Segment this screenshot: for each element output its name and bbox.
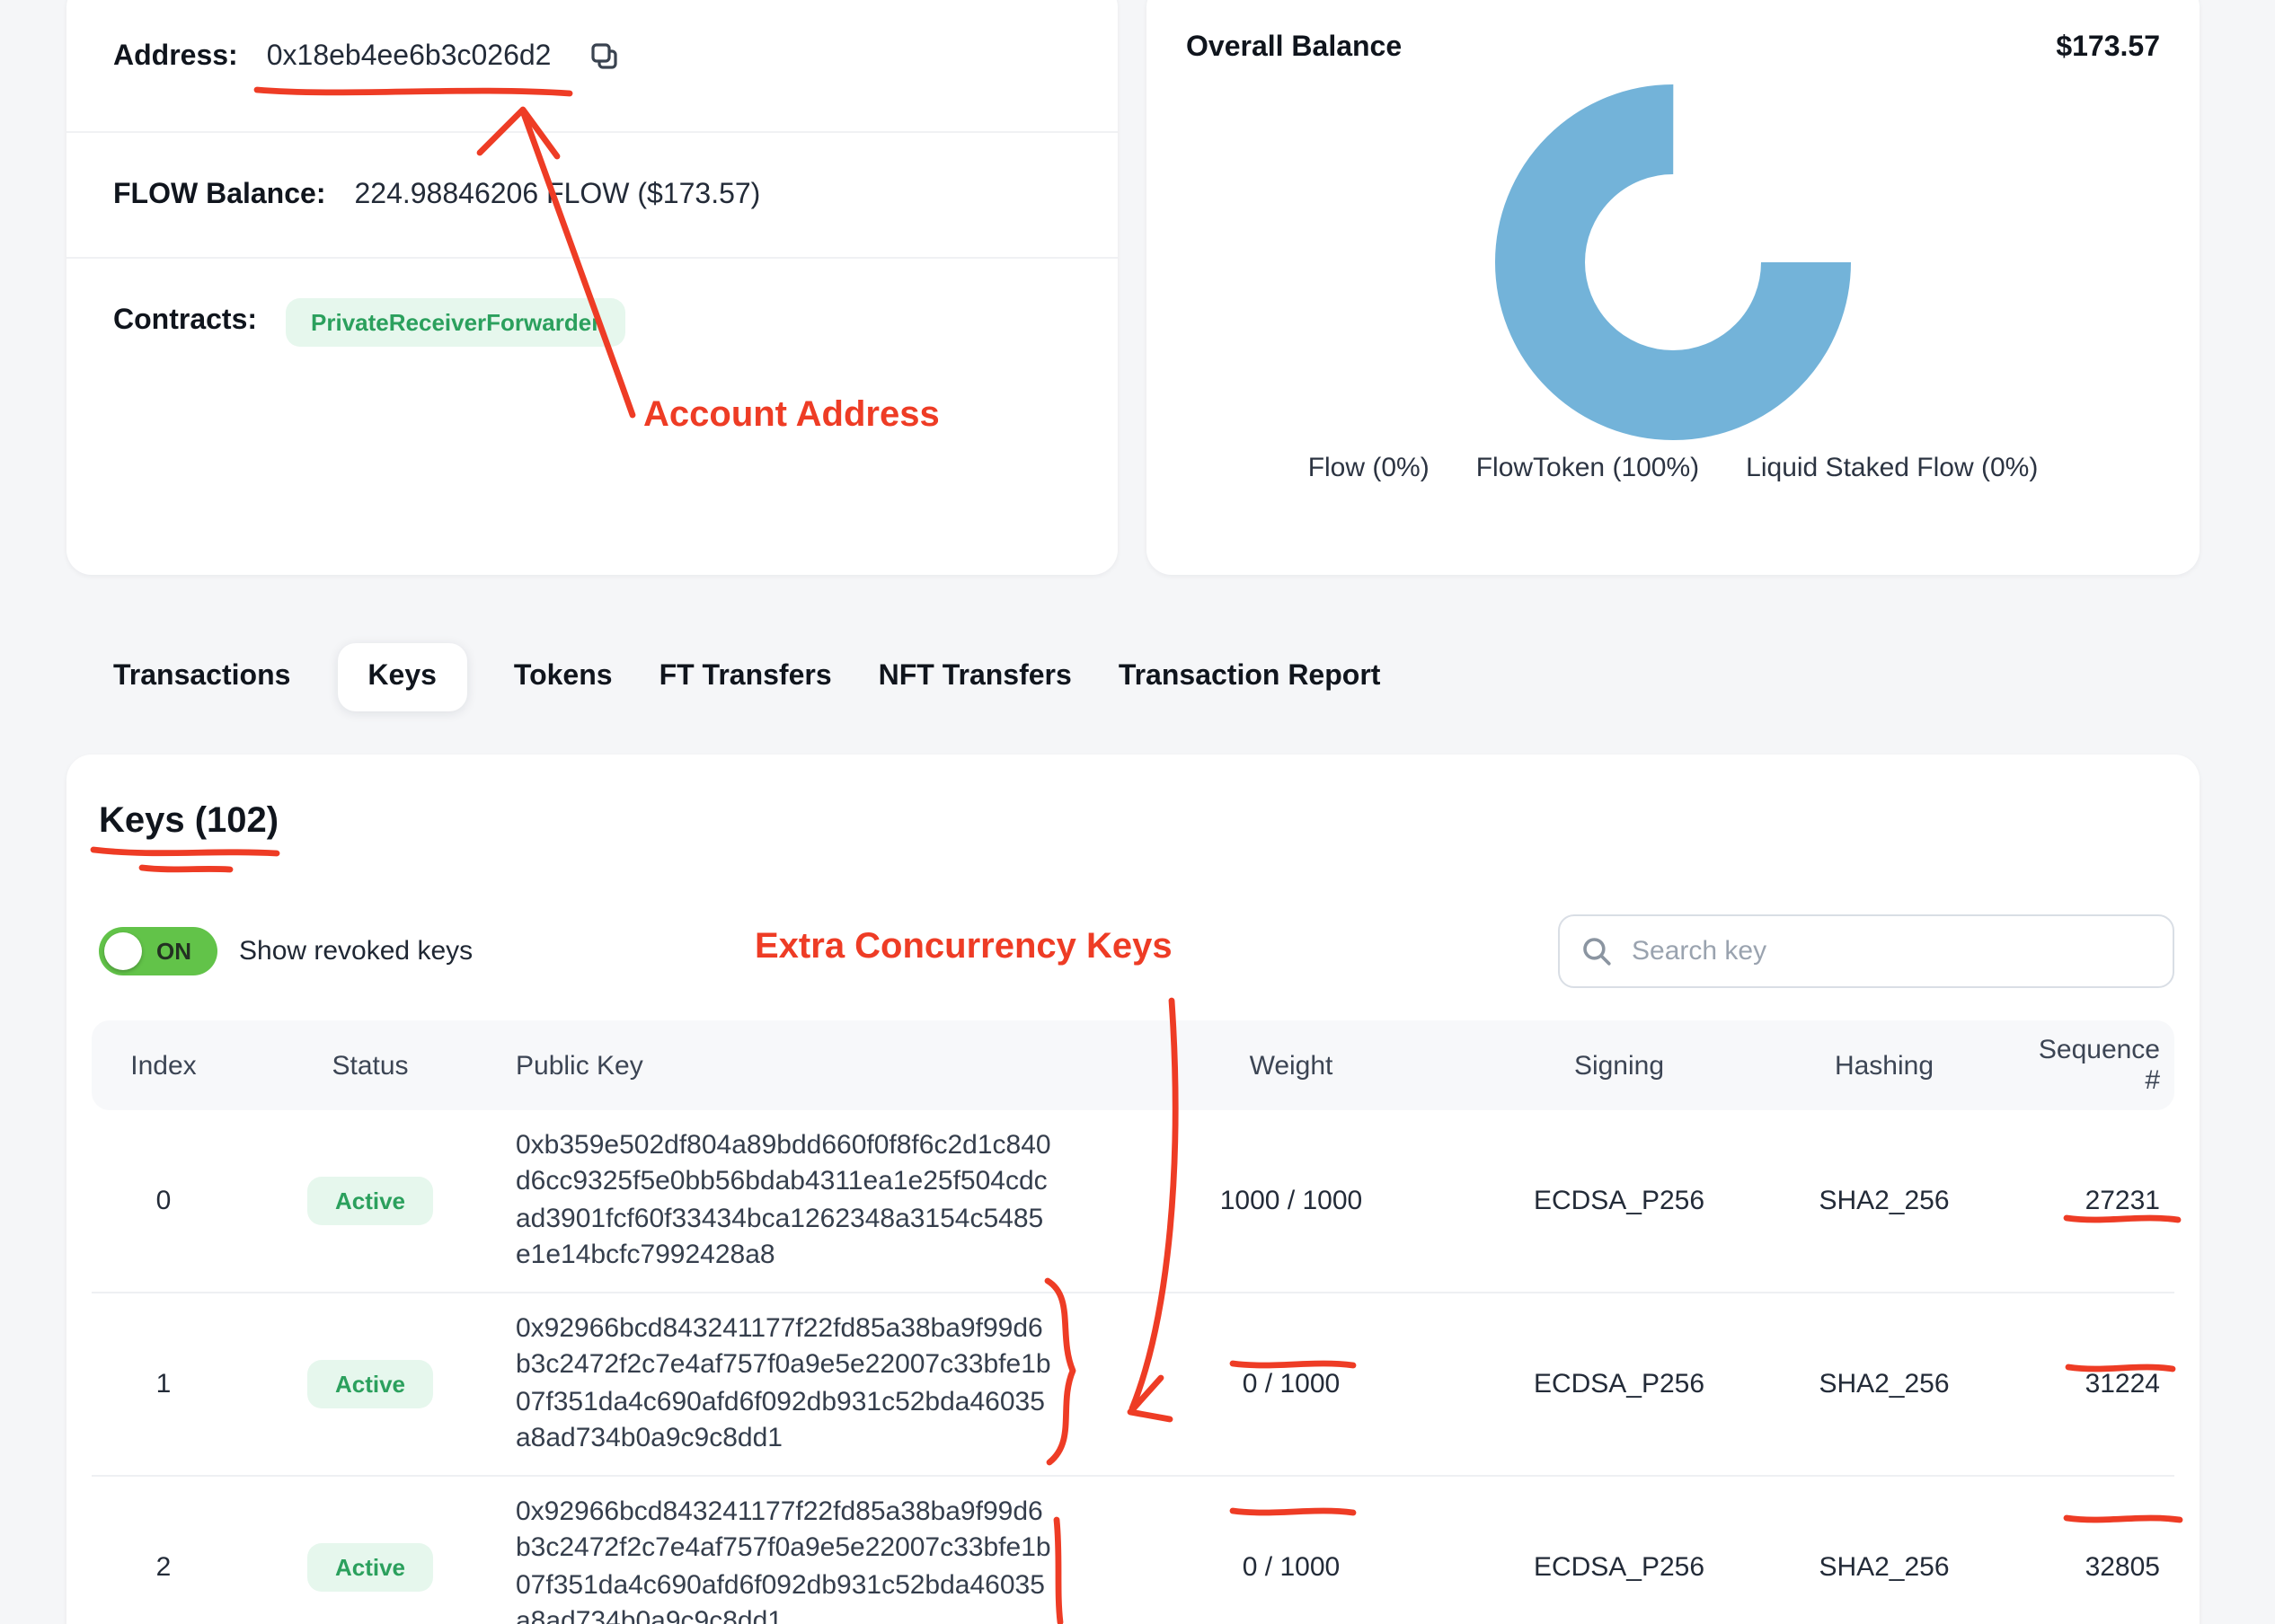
- copy-address-button[interactable]: [587, 40, 621, 74]
- key-sequence: 31224: [2014, 1369, 2174, 1399]
- donut-chart-wrap: [1146, 83, 2200, 442]
- key-row-0: 0 Active 0xb359e502df804a89bdd660f0f8f6c…: [92, 1110, 2174, 1293]
- search-icon: [1581, 936, 1612, 966]
- flow-balance-value: 224.98846206 FLOW ($173.57): [354, 179, 760, 211]
- address-label: Address:: [113, 40, 238, 73]
- keys-title: Keys (102): [99, 801, 2174, 850]
- legend-item-flowtoken: FlowToken (100%): [1476, 453, 1699, 483]
- col-status: Status: [235, 1050, 505, 1081]
- address-row: Address: 0x18eb4ee6b3c026d2: [66, 0, 1118, 133]
- key-hashing: SHA2_256: [1754, 1186, 2014, 1216]
- account-info-card: Address: 0x18eb4ee6b3c026d2 FLOW Balance…: [66, 0, 1118, 575]
- toggle-knob: [104, 932, 142, 970]
- key-index: 1: [92, 1369, 235, 1399]
- key-weight: 1000 / 1000: [1098, 1186, 1484, 1216]
- balance-total: $173.57: [2056, 32, 2160, 65]
- key-index: 2: [92, 1552, 235, 1583]
- status-badge: Active: [308, 1360, 432, 1408]
- key-weight: 0 / 1000: [1098, 1369, 1484, 1399]
- col-hashing: Hashing: [1754, 1050, 2014, 1081]
- copy-icon: [587, 40, 621, 74]
- flow-balance-label: FLOW Balance:: [113, 179, 325, 211]
- balance-legend: Flow (0%) FlowToken (100%) Liquid Staked…: [1146, 453, 2200, 483]
- contracts-label: Contracts:: [113, 305, 257, 338]
- keys-panel: Keys (102) ON Show revoked keys Index St…: [66, 755, 2200, 1624]
- col-index: Index: [92, 1050, 235, 1081]
- tab-nft-transfers[interactable]: NFT Transfers: [879, 661, 1072, 693]
- key-index: 0: [92, 1186, 235, 1216]
- col-weight: Weight: [1098, 1050, 1484, 1081]
- col-signing: Signing: [1484, 1050, 1754, 1081]
- toggle-state-label: ON: [156, 938, 191, 965]
- page: Address: 0x18eb4ee6b3c026d2 FLOW Balance…: [0, 0, 2275, 1624]
- key-status: Active: [235, 1177, 505, 1225]
- balance-header: Overall Balance $173.57: [1146, 0, 2200, 65]
- key-status: Active: [235, 1543, 505, 1592]
- status-badge: Active: [308, 1543, 432, 1592]
- flow-balance-row: FLOW Balance: 224.98846206 FLOW ($173.57…: [66, 133, 1118, 259]
- legend-item-flow: Flow (0%): [1308, 453, 1430, 483]
- key-sequence: 32805: [2014, 1552, 2174, 1583]
- address-value: 0x18eb4ee6b3c026d2: [267, 40, 552, 73]
- balance-title: Overall Balance: [1186, 32, 1402, 65]
- donut-chart: [1493, 83, 1853, 442]
- keys-controls: ON Show revoked keys: [92, 914, 2174, 988]
- keys-table: Index Status Public Key Weight Signing H…: [92, 1020, 2174, 1624]
- overall-balance-card: Overall Balance $173.57 Flow (0%) FlowTo…: [1146, 0, 2200, 575]
- legend-item-liquid-staked: Liquid Staked Flow (0%): [1746, 453, 2038, 483]
- top-summary-row: Address: 0x18eb4ee6b3c026d2 FLOW Balance…: [66, 0, 2200, 575]
- key-signing: ECDSA_P256: [1484, 1369, 1754, 1399]
- key-search-input[interactable]: [1628, 934, 2151, 968]
- tab-keys[interactable]: Keys: [337, 643, 467, 711]
- key-status: Active: [235, 1360, 505, 1408]
- tab-transactions[interactable]: Transactions: [113, 661, 290, 693]
- status-badge: Active: [308, 1177, 432, 1225]
- key-row-1: 1 Active 0x92966bcd843241177f22fd85a38ba…: [92, 1293, 2174, 1477]
- key-signing: ECDSA_P256: [1484, 1552, 1754, 1583]
- key-hashing: SHA2_256: [1754, 1369, 2014, 1399]
- key-sequence: 27231: [2014, 1186, 2174, 1216]
- public-key: 0xb359e502df804a89bdd660f0f8f6c2d1c840d6…: [516, 1110, 1055, 1292]
- account-tabs: Transactions Keys Tokens FT Transfers NF…: [66, 641, 1380, 713]
- tab-ft-transfers[interactable]: FT Transfers: [659, 661, 832, 693]
- key-signing: ECDSA_P256: [1484, 1186, 1754, 1216]
- public-key: 0x92966bcd843241177f22fd85a38ba9f99d6b3c…: [516, 1293, 1055, 1475]
- key-search-box: [1558, 914, 2174, 988]
- contracts-row: Contracts: PrivateReceiverForwarder: [66, 259, 1118, 384]
- contract-badge[interactable]: PrivateReceiverForwarder: [286, 297, 625, 346]
- tab-transaction-report[interactable]: Transaction Report: [1119, 661, 1381, 693]
- public-key: 0x92966bcd843241177f22fd85a38ba9f99d6b3c…: [516, 1477, 1055, 1624]
- tab-tokens[interactable]: Tokens: [514, 661, 613, 693]
- key-weight: 0 / 1000: [1098, 1552, 1484, 1583]
- col-sequence: Sequence #: [2014, 1035, 2174, 1096]
- show-revoked-keys-label: Show revoked keys: [239, 936, 473, 966]
- key-row-2: 2 Active 0x92966bcd843241177f22fd85a38ba…: [92, 1477, 2174, 1624]
- key-hashing: SHA2_256: [1754, 1552, 2014, 1583]
- keys-table-header: Index Status Public Key Weight Signing H…: [92, 1020, 2174, 1110]
- show-revoked-keys-toggle[interactable]: ON: [99, 927, 217, 975]
- col-public-key: Public Key: [505, 1050, 1098, 1081]
